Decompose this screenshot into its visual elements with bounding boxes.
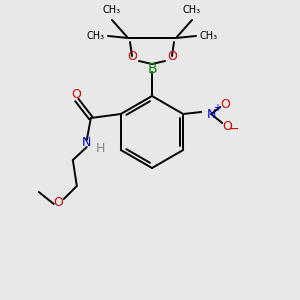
Text: O: O [222,121,232,134]
Text: CH₃: CH₃ [103,5,121,15]
Text: O: O [167,50,177,64]
Text: O: O [127,50,137,64]
Text: O: O [53,196,63,209]
Text: +: + [213,103,221,113]
Text: N: N [82,136,92,148]
Text: CH₃: CH₃ [199,31,217,41]
Text: O: O [71,88,81,100]
Text: CH₃: CH₃ [87,31,105,41]
Text: N: N [206,107,216,121]
Text: B: B [147,62,157,76]
Text: −: − [229,122,239,136]
Text: O: O [220,98,230,110]
Text: CH₃: CH₃ [183,5,201,15]
Text: H: H [96,142,106,154]
